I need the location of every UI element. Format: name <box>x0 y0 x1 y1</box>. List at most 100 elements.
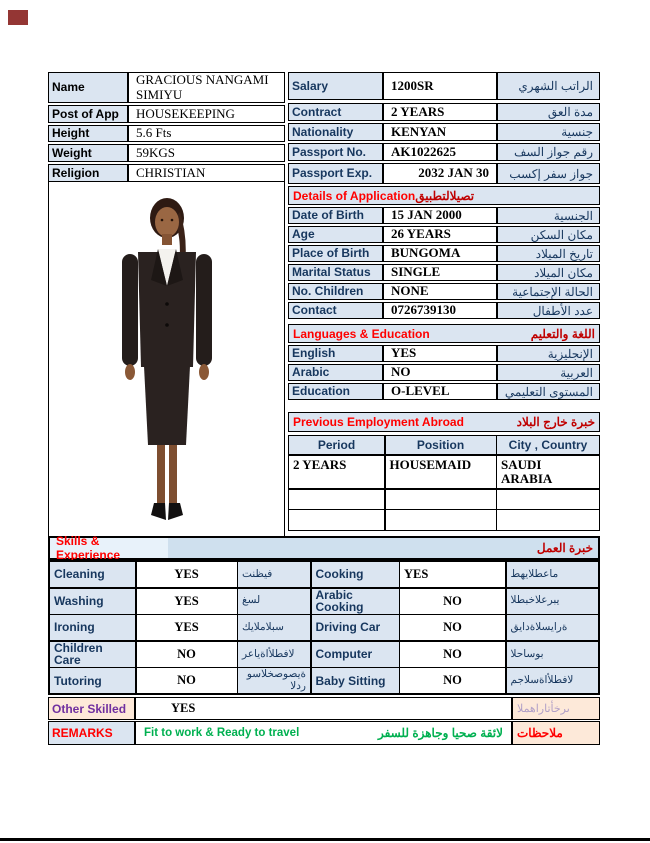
children-value: NONE <box>383 283 497 300</box>
employment-table: Period Position City , Country 2 YEARS H… <box>288 435 600 532</box>
skill-label: Cooking <box>311 562 399 587</box>
field-row: Age 26 YEARS مكان السكن <box>288 226 600 243</box>
section-header-skills: Skills & Experience خبرة العمل <box>48 534 600 562</box>
employment-col-position: Position <box>385 436 496 454</box>
field-row: Passport No. AK1022625 رقم جواز السف <box>288 143 600 161</box>
field-row: Post of App HOUSEKEEPING <box>48 105 285 123</box>
passport-no-label-ar: رقم جواز السف <box>497 143 600 161</box>
contract-value: 2 YEARS <box>383 103 497 121</box>
skill-label: Computer <box>311 641 399 667</box>
skill-label-ar: يبرعلاخبطلا <box>506 588 598 614</box>
skill-label-ar: بوساحلا <box>506 641 598 667</box>
field-row: Contract 2 YEARS مدة العق <box>288 103 600 121</box>
education-label-ar: المستوى التعليمي <box>497 383 600 400</box>
nationality-value: KENYAN <box>383 123 497 141</box>
section-title-ar: خبرة العمل <box>536 541 593 555</box>
arabic-value: NO <box>383 364 497 381</box>
age-value: 26 YEARS <box>383 226 497 243</box>
bottom-rule <box>0 838 650 841</box>
english-value: YES <box>383 345 497 362</box>
section-title: Details of Application <box>293 188 416 203</box>
contact-label: Contact <box>288 302 383 319</box>
employment-cell <box>289 489 384 509</box>
corner-marker <box>8 10 28 25</box>
dob-label-ar: الجنسية <box>497 207 600 224</box>
birthplace-label: Place of Birth <box>288 245 383 262</box>
skill-label-ar: لافطلأاةسلاجم <box>506 668 598 694</box>
employment-cell <box>385 510 496 531</box>
salary-label-ar: الراتب الشهري <box>497 72 600 100</box>
name-value: GRACIOUS NANGAMI SIMIYU <box>128 72 285 103</box>
field-row: Passport Exp. 2032 JAN 30 جواز سفر إكسب <box>288 163 600 184</box>
field-row: Arabic NO العربية <box>288 364 600 381</box>
section-title-ar: اللغة والتعليم <box>530 326 595 341</box>
field-row: Salary 1200SR الراتب الشهري <box>288 72 600 100</box>
education-value: O-LEVEL <box>383 383 497 400</box>
children-label: No. Children <box>288 283 383 300</box>
field-row: Weight 59KGS <box>48 144 285 162</box>
employment-cell: HOUSEMAID <box>385 455 496 489</box>
skill-value: YES <box>400 562 505 587</box>
applicant-photo <box>91 191 242 527</box>
passport-exp-value: 2032 JAN 30 <box>383 163 497 184</box>
skill-value: NO <box>400 641 505 667</box>
children-label-ar: الحالة الإجتماعية <box>497 283 600 300</box>
skill-label-ar: ةرايسلاةدايق <box>506 615 598 641</box>
dob-value: 15 JAN 2000 <box>383 207 497 224</box>
birthplace-label-ar: تاريخ الميلاد <box>497 245 600 262</box>
passport-no-value: AK1022625 <box>383 143 497 161</box>
field-row: Religion CHRISTIAN <box>48 164 285 182</box>
section-title: Skills & Experience <box>50 534 168 562</box>
section-title-ar: خبرة خارج البلاد <box>516 415 595 429</box>
employment-cell: SAUDI ARABIA <box>497 455 599 489</box>
skill-value: NO <box>136 668 237 694</box>
contact-label-ar: عدد الأطفال <box>497 302 600 319</box>
skill-label-ar: ةيصوصخلاسوردلا <box>238 668 310 694</box>
marital-label: Marital Status <box>288 264 383 281</box>
height-value: 5.6 Fts <box>128 125 285 142</box>
birthplace-value: BUNGOMA <box>383 245 497 262</box>
skills-table: Cleaning YES فيظنت Cooking YES ماعطلايهط… <box>48 560 600 696</box>
contract-label-ar: مدة العق <box>497 103 600 121</box>
dob-label: Date of Birth <box>288 207 383 224</box>
remarks-label-ar: ملاحظات <box>512 721 600 745</box>
employment-cell <box>385 489 496 509</box>
field-row: Marital Status SINGLE مكان الميلاد <box>288 264 600 281</box>
other-skilled-value: YES <box>135 697 512 720</box>
employment-cell <box>497 489 599 509</box>
arabic-label-ar: العربية <box>497 364 600 381</box>
remarks-value: Fit to work & Ready to travel لائقة صحيا… <box>135 721 512 745</box>
section-header-details: Details of Application تصيلالتطبيق <box>288 186 600 205</box>
skill-value: NO <box>400 588 505 614</box>
skill-value: YES <box>136 588 237 614</box>
height-label: Height <box>48 125 128 142</box>
section-title-ar: تصيلالتطبيق <box>415 188 475 203</box>
passport-exp-label: Passport Exp. <box>288 163 383 184</box>
nationality-label-ar: جنسية <box>497 123 600 141</box>
field-row: No. Children NONE الحالة الإجتماعية <box>288 283 600 300</box>
employment-col-period: Period <box>289 436 384 454</box>
arabic-label: Arabic <box>288 364 383 381</box>
skill-label: Cleaning <box>50 562 135 587</box>
nationality-label: Nationality <box>288 123 383 141</box>
section-title: Previous Employment Abroad <box>293 415 464 429</box>
remarks-row: REMARKS Fit to work & Ready to travel لا… <box>48 721 600 745</box>
marital-value: SINGLE <box>383 264 497 281</box>
remarks-label: REMARKS <box>48 721 135 745</box>
skill-label: Driving Car <box>311 615 399 641</box>
skill-value: YES <box>136 615 237 641</box>
other-skilled-label: Other Skilled <box>48 697 135 720</box>
skill-value: NO <box>400 668 505 694</box>
passport-exp-label-ar: جواز سفر إكسب <box>497 163 600 184</box>
contact-value: 0726739130 <box>383 302 497 319</box>
remarks-value-ar: لائقة صحيا وجاهزة للسفر <box>377 726 503 740</box>
photo-cell <box>48 182 285 536</box>
skill-value: NO <box>136 641 237 667</box>
skill-label: Arabic Cooking <box>311 588 399 614</box>
field-row: Height 5.6 Fts <box>48 125 285 142</box>
weight-label: Weight <box>48 144 128 162</box>
field-row: Name GRACIOUS NANGAMI SIMIYU <box>48 72 285 103</box>
section-title: Languages & Education <box>293 326 430 341</box>
skill-label: Children Care <box>50 641 135 667</box>
other-skilled-label-ar: ىرخأتاراهملا <box>512 697 600 720</box>
